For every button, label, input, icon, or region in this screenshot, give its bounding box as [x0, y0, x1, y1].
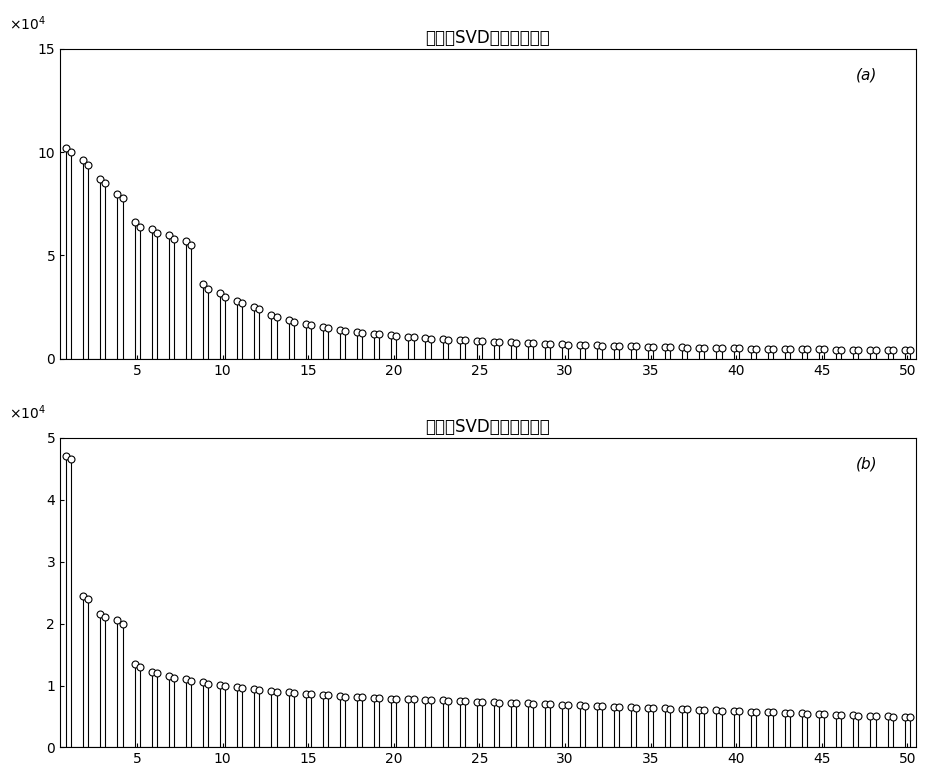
Title: 第二次SVD奇异值分布图: 第二次SVD奇异值分布图	[426, 418, 550, 436]
Text: (a): (a)	[856, 67, 877, 82]
Text: (b): (b)	[856, 456, 878, 471]
Text: $\times 10^4$: $\times 10^4$	[8, 15, 46, 34]
Text: $\times 10^4$: $\times 10^4$	[8, 403, 46, 422]
Title: 第一次SVD奇异值分布图: 第一次SVD奇异值分布图	[426, 30, 550, 48]
